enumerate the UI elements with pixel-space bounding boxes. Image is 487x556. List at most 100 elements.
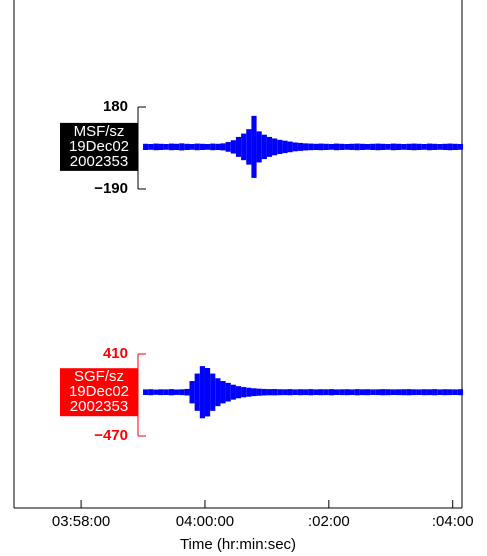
waveform-segment [174,389,180,395]
waveform-segment [174,143,180,150]
waveform-segment [375,143,381,151]
waveform-segment [261,388,267,396]
waveform-segment [189,381,195,404]
x-tick-label: 04:00:00 [176,513,234,530]
waveform-segment [143,143,149,150]
station-label-box [60,122,138,171]
waveform-segment [385,144,391,150]
waveform-segment [395,389,402,396]
waveform-segment [432,143,438,150]
waveform-segment [323,389,329,396]
waveform-segment [313,143,319,150]
waveform-segment [225,382,231,402]
y-tick-label: 180 [103,98,128,115]
y-tick-label: −190 [94,180,128,197]
station-label: MSF/sz [74,123,125,140]
waveform-segment [406,143,412,150]
waveform-segment [354,143,360,151]
waveform-segment [148,389,154,396]
waveform-segment [354,389,360,396]
waveform-segment [447,389,453,396]
waveform-segment [246,387,252,397]
waveform-segment [266,136,273,157]
waveform-segment [370,143,376,150]
waveform-segment [204,144,211,150]
waveform-segment [359,389,365,396]
station-label-box [60,368,138,417]
waveform-segment [334,389,340,395]
waveform-segment [153,143,159,151]
waveform-segment [194,373,200,411]
waveform-segment [246,129,252,165]
waveform-segment [215,143,221,150]
waveform-segment [282,140,288,154]
waveform-segment [328,389,334,396]
waveform-segment [375,389,381,396]
waveform-segment [401,389,407,396]
waveform-segment [349,389,355,395]
waveform-segment [179,389,185,396]
waveform-segment [313,389,319,395]
waveform-segment [163,144,169,150]
station-label: 2002353 [70,153,128,170]
waveform-segment [148,144,154,150]
waveform-segment [194,143,200,151]
waveform-segment [426,389,433,396]
waveform-segment [168,143,174,151]
station-label: 19Dec02 [69,383,129,400]
waveform-segment [266,389,273,396]
waveform-segment [349,143,355,150]
waveform-segment [210,143,216,151]
y-tick-label: −470 [94,427,128,444]
waveform-segment [230,140,236,154]
waveform-segment [421,389,427,396]
waveform-segment [380,389,386,396]
waveform-segment [251,115,257,178]
waveform-segment [292,389,298,395]
waveform-segment [416,143,422,150]
waveform-segment [199,366,205,419]
waveform-segment [339,143,345,150]
waveform-segment [457,389,464,396]
waveform-segment [287,389,293,396]
waveform-segment [380,143,386,150]
waveform-segment [318,389,324,396]
waveform-segment [230,384,236,400]
waveform-segment [153,389,159,395]
station-label: SGF/sz [74,368,124,385]
waveform-segment [401,144,407,150]
waveform-segment [318,143,324,151]
waveform-segment [158,143,164,150]
waveform-segment [287,141,293,153]
waveform-segment [339,389,345,396]
waveform-segment [256,388,262,396]
x-axis-title: Time (hr:min:sec) [180,536,296,553]
waveform-segment [184,388,190,396]
waveform-segment [184,143,190,150]
waveform-segment [421,144,427,150]
waveform-segment [442,143,448,150]
waveform-segment [143,389,149,395]
waveform-segment [437,389,443,395]
waveform-segment [385,389,391,396]
x-tick-label: :02:00 [308,513,350,530]
waveform-segment [447,143,453,151]
waveform-segment [364,144,371,150]
waveform-segment [334,143,340,151]
waveform-segment [282,389,288,396]
waveform-segment [251,388,257,397]
waveform-segment [452,143,458,150]
waveform-segment [344,389,350,396]
waveform-segment [220,143,226,151]
waveform-segment [390,389,396,395]
waveform-segment [210,373,216,411]
station-label: 2002353 [70,398,128,415]
waveform-segment [442,389,448,396]
waveform-segment [308,389,314,396]
waveform-segment [256,131,262,163]
waveform-segment [297,389,304,396]
waveform-segment [225,142,231,152]
waveform-segment [406,389,412,396]
station-label: 19Dec02 [69,138,129,155]
waveform-segment [416,389,422,395]
